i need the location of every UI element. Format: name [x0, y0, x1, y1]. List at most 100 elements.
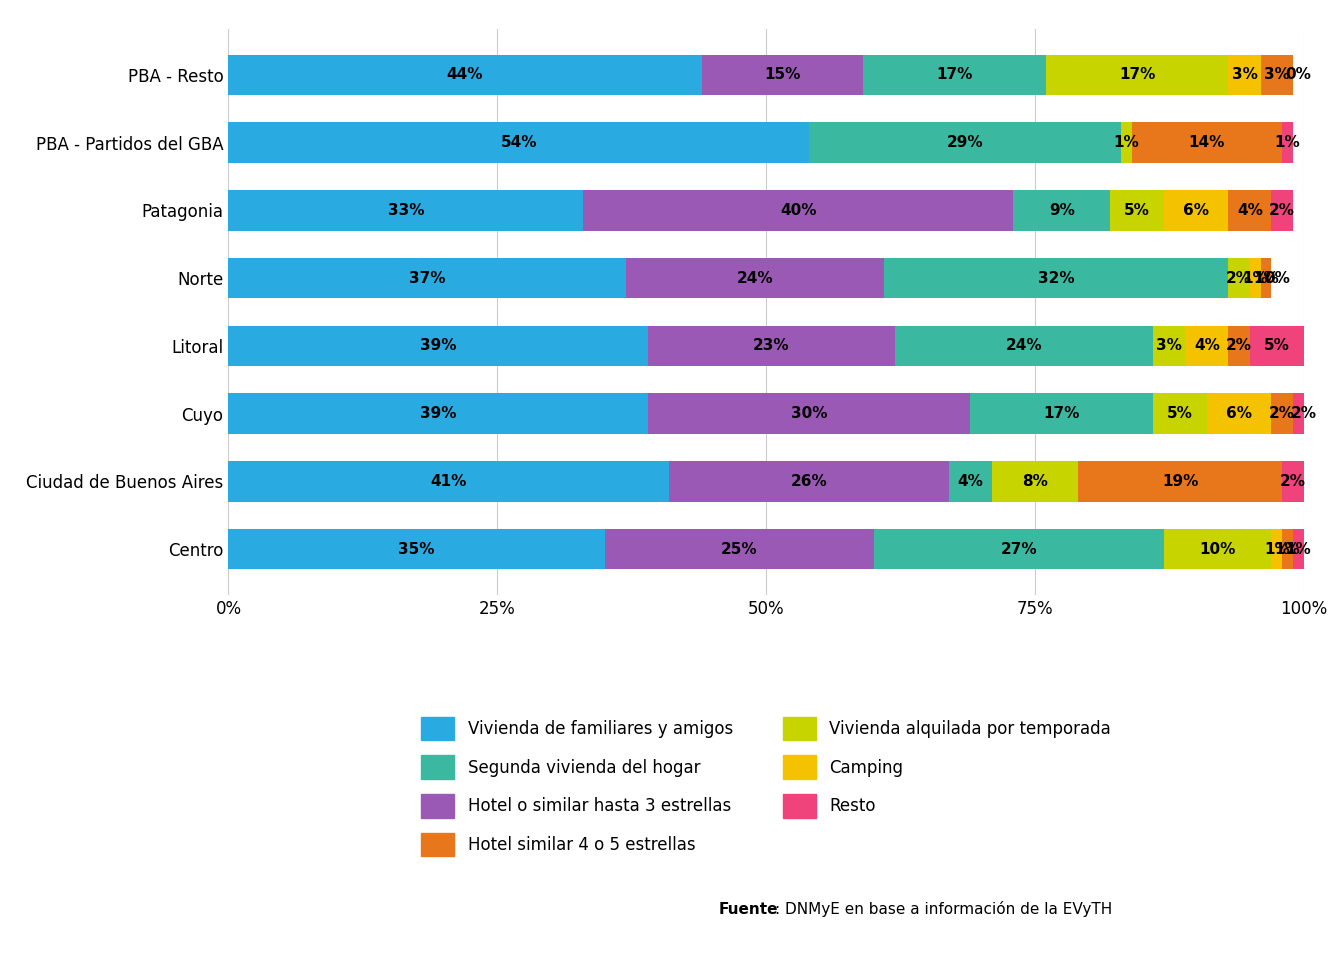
- Text: 44%: 44%: [446, 67, 484, 83]
- Text: 24%: 24%: [737, 271, 774, 286]
- Text: 1%: 1%: [1263, 541, 1290, 557]
- Bar: [1261, 258, 1271, 299]
- Bar: [1110, 190, 1164, 230]
- Text: 1%: 1%: [1253, 271, 1279, 286]
- Bar: [1282, 122, 1293, 163]
- Text: 17%: 17%: [1043, 406, 1081, 421]
- Bar: [1282, 529, 1293, 569]
- Text: 41%: 41%: [430, 474, 468, 489]
- Text: 1%: 1%: [1242, 271, 1269, 286]
- Text: 2%: 2%: [1226, 271, 1253, 286]
- Bar: [1271, 190, 1293, 230]
- Bar: [884, 258, 1228, 299]
- Text: 5%: 5%: [1263, 338, 1290, 353]
- Text: 3%: 3%: [1231, 67, 1258, 83]
- Bar: [1293, 394, 1314, 434]
- Bar: [1185, 325, 1228, 366]
- Bar: [949, 461, 992, 502]
- Bar: [1078, 461, 1282, 502]
- Text: 2%: 2%: [1269, 406, 1296, 421]
- Bar: [669, 461, 949, 502]
- Bar: [228, 190, 583, 230]
- Text: 19%: 19%: [1161, 474, 1199, 489]
- Text: 4%: 4%: [1193, 338, 1220, 353]
- Text: 4%: 4%: [1236, 203, 1263, 218]
- Text: 33%: 33%: [387, 203, 425, 218]
- Bar: [1153, 394, 1207, 434]
- Bar: [1271, 529, 1282, 569]
- Bar: [1013, 190, 1110, 230]
- Bar: [809, 122, 1121, 163]
- Bar: [1228, 325, 1250, 366]
- Bar: [228, 394, 648, 434]
- Bar: [228, 325, 648, 366]
- Text: 5%: 5%: [1124, 203, 1150, 218]
- Text: 32%: 32%: [1038, 271, 1075, 286]
- Bar: [1228, 55, 1261, 95]
- Text: 26%: 26%: [790, 474, 828, 489]
- Bar: [1207, 394, 1271, 434]
- Bar: [1271, 394, 1293, 434]
- Text: 17%: 17%: [935, 67, 973, 83]
- Text: 29%: 29%: [946, 135, 984, 150]
- Bar: [605, 529, 874, 569]
- Bar: [648, 325, 895, 366]
- Bar: [702, 55, 863, 95]
- Text: 1%: 1%: [1113, 135, 1140, 150]
- Bar: [1261, 55, 1293, 95]
- Bar: [228, 461, 669, 502]
- Text: 1%: 1%: [1274, 135, 1301, 150]
- Text: 30%: 30%: [790, 406, 828, 421]
- Bar: [228, 258, 626, 299]
- Bar: [1164, 529, 1271, 569]
- Bar: [970, 394, 1153, 434]
- Text: 5%: 5%: [1167, 406, 1193, 421]
- Text: 17%: 17%: [1118, 67, 1156, 83]
- Bar: [1293, 529, 1304, 569]
- Text: 3%: 3%: [1156, 338, 1183, 353]
- Bar: [1121, 122, 1132, 163]
- Bar: [583, 190, 1013, 230]
- Text: 14%: 14%: [1188, 135, 1226, 150]
- Bar: [1153, 325, 1185, 366]
- Text: 0%: 0%: [1263, 271, 1290, 286]
- Text: 37%: 37%: [409, 271, 446, 286]
- Legend: Vivienda de familiares y amigos, Segunda vivienda del hogar, Hotel o similar has: Vivienda de familiares y amigos, Segunda…: [421, 717, 1111, 856]
- Text: 10%: 10%: [1199, 541, 1236, 557]
- Text: 1%: 1%: [1285, 541, 1312, 557]
- Text: 35%: 35%: [398, 541, 435, 557]
- Bar: [863, 55, 1046, 95]
- Text: 4%: 4%: [957, 474, 984, 489]
- Bar: [1282, 461, 1304, 502]
- Bar: [874, 529, 1164, 569]
- Text: 2%: 2%: [1226, 338, 1253, 353]
- Bar: [1250, 258, 1261, 299]
- Bar: [228, 529, 605, 569]
- Text: 23%: 23%: [753, 338, 790, 353]
- Text: 15%: 15%: [763, 67, 801, 83]
- Text: 2%: 2%: [1290, 406, 1317, 421]
- Bar: [1046, 55, 1228, 95]
- Text: 1%: 1%: [1274, 541, 1301, 557]
- Text: 9%: 9%: [1048, 203, 1075, 218]
- Text: 25%: 25%: [720, 541, 758, 557]
- Text: 8%: 8%: [1021, 474, 1048, 489]
- Text: 39%: 39%: [419, 406, 457, 421]
- Bar: [1250, 325, 1304, 366]
- Text: 27%: 27%: [1000, 541, 1038, 557]
- Bar: [1228, 258, 1250, 299]
- Bar: [228, 55, 702, 95]
- Text: 2%: 2%: [1269, 203, 1296, 218]
- Bar: [626, 258, 884, 299]
- Text: 54%: 54%: [500, 135, 538, 150]
- Bar: [895, 325, 1153, 366]
- Bar: [648, 394, 970, 434]
- Text: 24%: 24%: [1005, 338, 1043, 353]
- Text: Fuente: Fuente: [719, 901, 778, 917]
- Text: 2%: 2%: [1279, 474, 1306, 489]
- Text: 6%: 6%: [1183, 203, 1210, 218]
- Bar: [228, 122, 809, 163]
- Bar: [992, 461, 1078, 502]
- Text: 39%: 39%: [419, 338, 457, 353]
- Text: 6%: 6%: [1226, 406, 1253, 421]
